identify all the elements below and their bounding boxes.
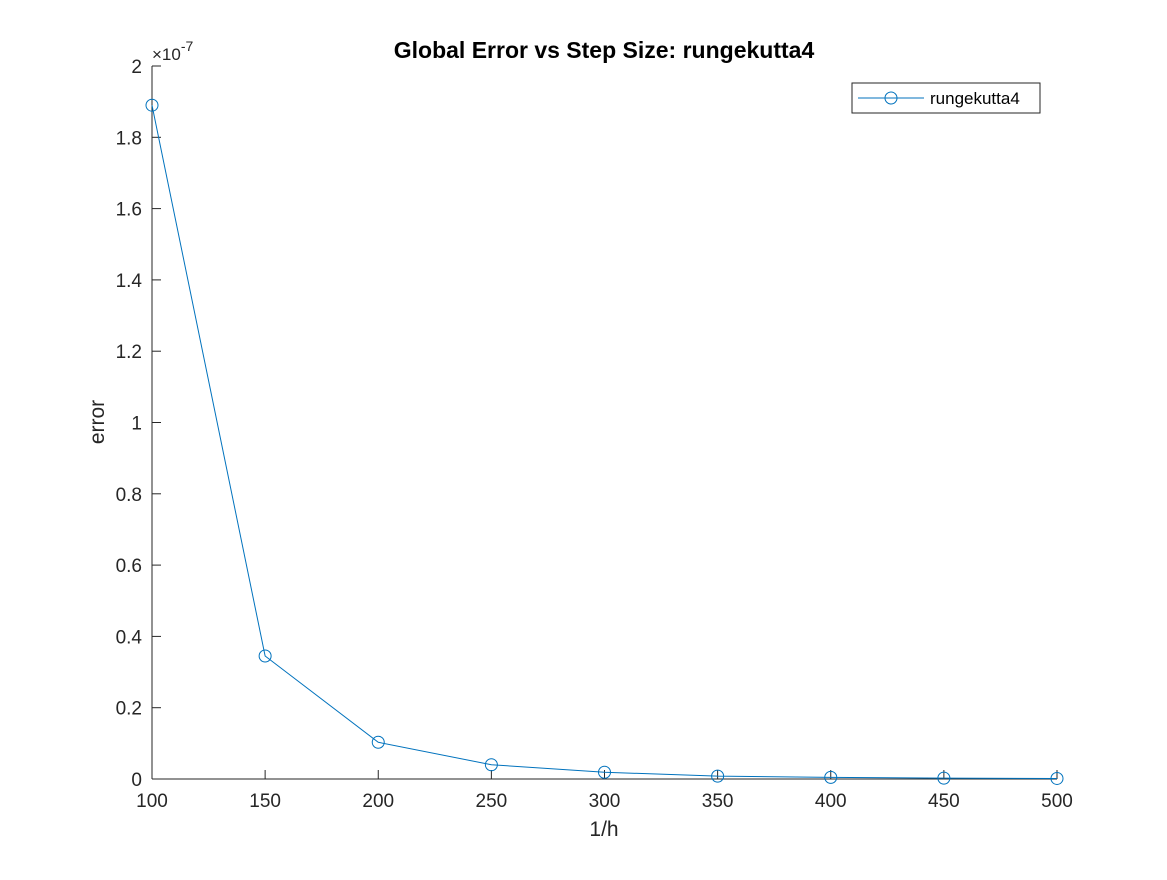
data-point-marker: [258, 649, 272, 663]
data-point-marker: [1050, 771, 1064, 785]
y-tick-label: 1.2: [116, 342, 142, 363]
x-tick-label: 350: [702, 791, 734, 812]
x-axis-label: 1/h: [589, 818, 618, 841]
series-layer: [145, 98, 1064, 785]
y-tick-label: 0.8: [116, 485, 142, 506]
y-tick-label: 0.6: [116, 556, 142, 577]
data-point-marker: [711, 769, 725, 783]
y-tick-label: 1.4: [116, 271, 143, 292]
y-tick-label: 2: [131, 57, 142, 78]
y-exponent-power: -7: [181, 38, 194, 54]
data-point-marker: [484, 758, 498, 772]
axes: 100 150 200 250 300 350 400 450 500 0 0.2 0.4 0.6 0.8…: [116, 57, 1073, 812]
series-line: [151, 105, 1058, 779]
data-point-marker: [371, 735, 385, 749]
y-exponent-prefix: ×10: [152, 45, 181, 64]
y-tick-label: 1.6: [116, 200, 142, 221]
y-tick-label: 1.8: [116, 128, 142, 149]
x-tick-label: 300: [589, 791, 621, 812]
y-tick-label: 0.4: [116, 627, 143, 648]
x-tick-label: 400: [815, 791, 847, 812]
x-tick-label: 250: [476, 791, 508, 812]
x-tick-label: 200: [362, 791, 394, 812]
data-point-marker: [598, 765, 611, 779]
x-tick-label: 100: [136, 791, 168, 812]
y-tick-label: 0: [131, 770, 142, 791]
legend-marker-circle: [884, 91, 898, 105]
data-point-marker: [824, 770, 838, 784]
x-tick-label: 150: [249, 791, 281, 812]
data-point-marker: [145, 98, 159, 112]
legend[interactable]: rungekutta4: [851, 82, 1041, 114]
legend-entry-label: rungekutta4: [930, 89, 1020, 108]
y-axis-exponent: ×10-7: [152, 38, 194, 64]
x-tick-label: 450: [928, 791, 960, 812]
x-tick-label: 500: [1041, 791, 1073, 812]
chart-title: Global Error vs Step Size: rungekutta4: [394, 37, 815, 63]
y-axis-label: error: [86, 400, 109, 444]
y-tick-label: 0.2: [116, 699, 142, 720]
y-tick-label: 1: [131, 414, 142, 435]
data-point-marker: [937, 771, 951, 785]
